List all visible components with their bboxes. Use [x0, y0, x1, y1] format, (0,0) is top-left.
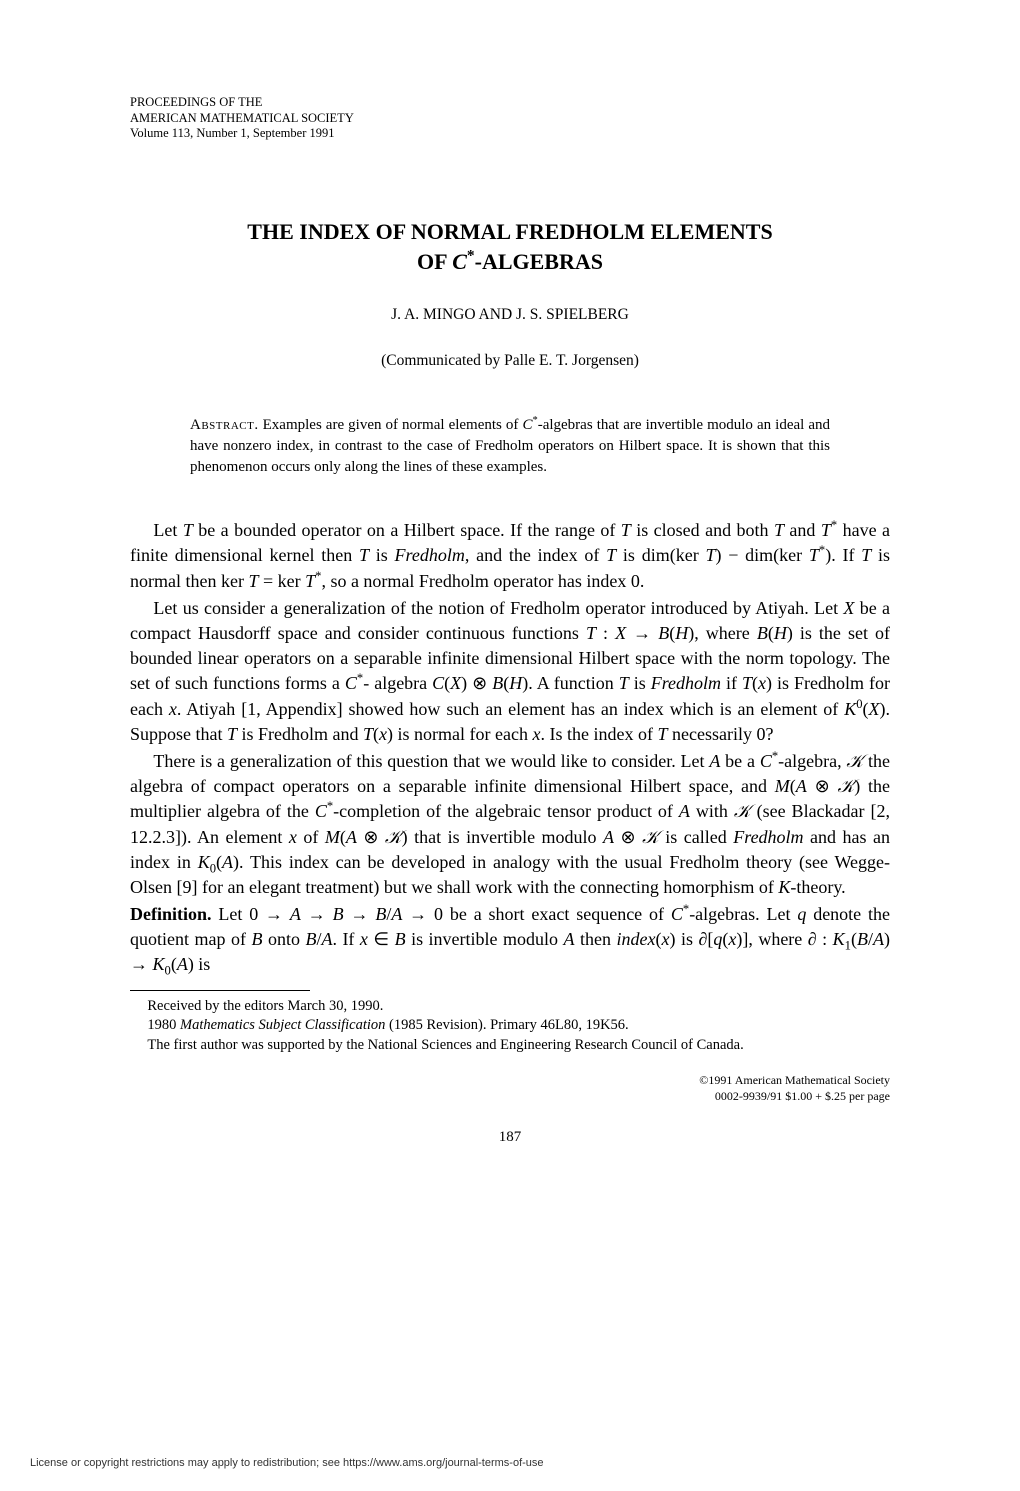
page-number: 187: [130, 1129, 890, 1146]
title-line2: OF C*-ALGEBRAS: [130, 247, 890, 277]
journal-header: PROCEEDINGS OF THE AMERICAN MATHEMATICAL…: [130, 95, 890, 142]
definition-label: Definition.: [130, 904, 212, 924]
footnote-received: Received by the editors March 30, 1990.: [130, 997, 890, 1017]
abstract-label: Abstract.: [190, 417, 259, 433]
title-line1: THE INDEX OF NORMAL FREDHOLM ELEMENTS: [130, 217, 890, 247]
abstract-text: Examples are given of normal elements of…: [190, 417, 830, 475]
abstract-block: Abstract. Examples are given of normal e…: [190, 415, 830, 478]
authors: J. A. MINGO AND J. S. SPIELBERG: [130, 306, 890, 324]
footnote-rule: [130, 990, 310, 991]
paragraph-2: Let us consider a generalization of the …: [130, 596, 890, 747]
page-container: PROCEEDINGS OF THE AMERICAN MATHEMATICAL…: [0, 0, 1020, 1491]
journal-line2: AMERICAN MATHEMATICAL SOCIETY: [130, 111, 890, 127]
paragraph-1: Let T be a bounded operator on a Hilbert…: [130, 518, 890, 594]
copyright-line2: 0002-9939/91 $1.00 + $.25 per page: [130, 1089, 890, 1105]
journal-line1: PROCEEDINGS OF THE: [130, 95, 890, 111]
paragraph-3: There is a generalization of this questi…: [130, 749, 890, 900]
license-notice: License or copyright restrictions may ap…: [30, 1457, 544, 1469]
footnote-support: The first author was supported by the Na…: [130, 1036, 890, 1056]
copyright-block: ©1991 American Mathematical Society 0002…: [130, 1073, 890, 1104]
definition-block: Definition. Let 0 → A → B → B/A → 0 be a…: [130, 902, 890, 978]
copyright-line1: ©1991 American Mathematical Society: [130, 1073, 890, 1089]
journal-line3: Volume 113, Number 1, September 1991: [130, 126, 890, 142]
communicated-by: (Communicated by Palle E. T. Jorgensen): [130, 352, 890, 370]
footnote-msc: 1980 Mathematics Subject Classification …: [130, 1016, 890, 1036]
paper-title: THE INDEX OF NORMAL FREDHOLM ELEMENTS OF…: [130, 217, 890, 276]
